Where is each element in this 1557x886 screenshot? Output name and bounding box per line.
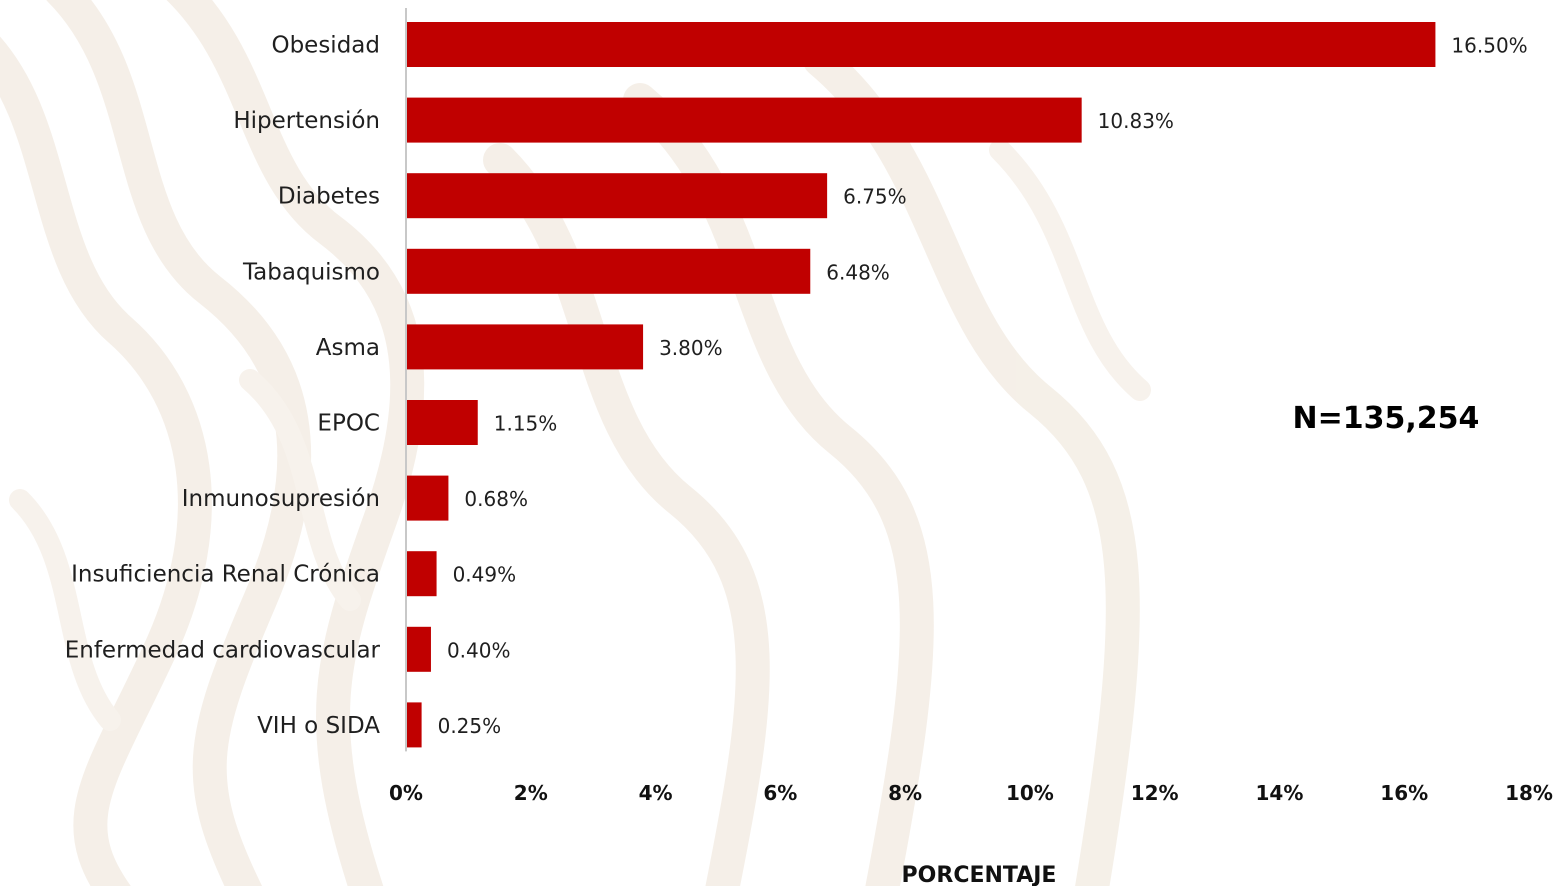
category-label: Inmunosupresión bbox=[182, 486, 380, 512]
bar bbox=[407, 702, 422, 748]
category-label: Hipertensión bbox=[233, 108, 380, 134]
x-tick-label: 10% bbox=[1006, 781, 1054, 805]
data-label: 0.25% bbox=[438, 714, 502, 738]
category-label: Tabaquismo bbox=[242, 259, 380, 285]
category-label: VIH o SIDA bbox=[257, 713, 380, 739]
data-label: 1.15% bbox=[494, 412, 558, 436]
x-axis-title: PORCENTAJE bbox=[902, 863, 1057, 886]
bar bbox=[407, 551, 437, 597]
bar bbox=[407, 97, 1082, 143]
x-tick-label: 4% bbox=[639, 781, 673, 805]
bar bbox=[407, 173, 828, 219]
x-tick-label: 0% bbox=[389, 781, 423, 805]
data-label: 6.75% bbox=[843, 185, 907, 209]
category-label: EPOC bbox=[317, 411, 380, 437]
category-label: Obesidad bbox=[271, 33, 380, 59]
data-label: 0.49% bbox=[453, 563, 517, 587]
bar bbox=[407, 400, 478, 445]
category-label: Diabetes bbox=[278, 184, 380, 210]
category-label: Insuficiencia Renal Crónica bbox=[71, 562, 380, 588]
bar bbox=[407, 475, 449, 521]
x-tick-label: 18% bbox=[1505, 781, 1553, 805]
x-tick-label: 6% bbox=[763, 781, 797, 805]
bar bbox=[407, 324, 644, 370]
bar bbox=[407, 626, 431, 672]
data-label: 0.40% bbox=[447, 638, 511, 662]
x-tick-label: 2% bbox=[514, 781, 548, 805]
data-label: 0.68% bbox=[464, 487, 528, 511]
bar bbox=[407, 22, 1436, 67]
category-label: Enfermedad cardiovascular bbox=[65, 637, 381, 663]
data-label: 10.83% bbox=[1098, 109, 1174, 133]
bar bbox=[407, 248, 811, 294]
x-tick-label: 14% bbox=[1256, 781, 1304, 805]
x-tick-label: 16% bbox=[1380, 781, 1428, 805]
data-label: 16.50% bbox=[1451, 34, 1527, 58]
x-tick-label: 12% bbox=[1131, 781, 1179, 805]
x-tick-label: 8% bbox=[888, 781, 922, 805]
data-label: 6.48% bbox=[826, 260, 890, 284]
data-label: 3.80% bbox=[659, 336, 723, 360]
sample-size-annotation: N=135,254 bbox=[1293, 401, 1480, 436]
category-label: Asma bbox=[316, 335, 380, 361]
